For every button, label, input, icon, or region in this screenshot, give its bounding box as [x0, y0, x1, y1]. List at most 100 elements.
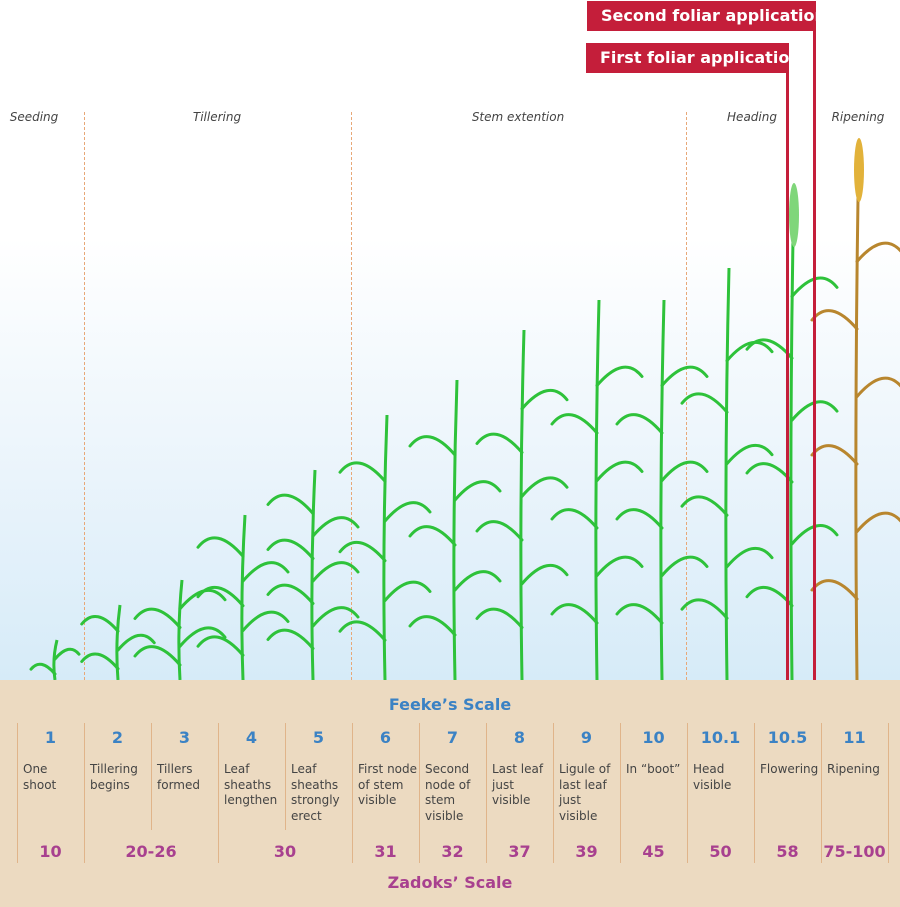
leaf	[116, 633, 156, 652]
stage-column: 5 Leaf sheaths strongly erect	[285, 728, 352, 824]
phase-divider	[686, 112, 687, 680]
leaf	[615, 413, 664, 435]
leaf	[855, 376, 900, 398]
leaf	[383, 501, 432, 523]
phase-ripening: Ripening	[831, 110, 885, 124]
leaf	[196, 536, 245, 558]
leaf	[810, 309, 859, 331]
feekes-number: 8	[513, 728, 526, 747]
stage-column: 8 Last leaf just visible	[486, 728, 553, 809]
zadoks-number: 75-100	[823, 842, 886, 861]
leaf	[680, 392, 729, 414]
zadoks-number: 31	[374, 842, 397, 861]
wheat-plant	[680, 267, 774, 680]
stage-description: Head visible	[693, 762, 732, 792]
stage-description: Leaf sheaths lengthen	[224, 762, 278, 807]
leaf	[266, 493, 315, 515]
leaf	[810, 444, 859, 466]
stage-description: One shoot	[23, 762, 57, 792]
leaf	[550, 508, 599, 530]
leaf	[241, 610, 290, 632]
column-divider	[352, 723, 353, 863]
wheat-plant	[550, 299, 644, 680]
column-divider	[553, 723, 554, 863]
leaf	[311, 561, 360, 583]
leaf	[855, 511, 900, 533]
leaf	[453, 480, 502, 502]
stage-description: Leaf sheaths strongly erect	[291, 762, 340, 823]
wheat-plant	[133, 579, 227, 680]
zadoks-scale-title: Zadoks’ Scale	[387, 873, 513, 892]
leaf	[133, 607, 182, 629]
stage-column: 10 In “boot”	[620, 728, 687, 778]
leaf	[680, 598, 729, 620]
zadoks-number: 39	[575, 842, 598, 861]
wheat-plant	[338, 414, 432, 680]
leaf	[595, 555, 644, 577]
plant-illustrations	[29, 138, 900, 680]
zadoks-number: 37	[508, 842, 531, 861]
second-application-line	[813, 2, 816, 680]
leaf	[338, 461, 387, 483]
leaf	[520, 476, 569, 498]
stage-column: 10.5 Flowering	[754, 728, 821, 778]
wheat-plant	[615, 299, 709, 680]
first-foliar-application-label: First foliar application	[586, 43, 801, 73]
feekes-number: 10	[642, 728, 665, 747]
feekes-number: 9	[580, 728, 593, 747]
leaf	[408, 525, 457, 547]
zadoks-number: 20-26	[125, 842, 177, 861]
column-divider	[888, 723, 889, 863]
leaf	[196, 635, 245, 657]
wheat-plant	[408, 379, 502, 680]
zadoks-number: 32	[441, 842, 464, 861]
leaf	[790, 276, 839, 298]
zadoks-number: 10	[39, 842, 62, 861]
column-divider	[17, 723, 18, 863]
column-divider	[687, 723, 688, 863]
leaf	[680, 495, 729, 517]
column-divider	[285, 723, 286, 830]
leaf	[338, 540, 387, 563]
leaf	[453, 570, 502, 592]
leaf	[520, 563, 569, 586]
phase-divider	[84, 112, 85, 680]
leaf	[725, 443, 774, 466]
zadoks-number: 50	[709, 842, 732, 861]
leaf	[475, 520, 524, 542]
feekes-number: 3	[178, 728, 191, 747]
stage-column: 9 Ligule of last leaf just visible	[553, 728, 620, 824]
feekes-number: 1	[44, 728, 57, 747]
phase-tillering: Tillering	[192, 110, 242, 124]
phase-stem-extension: Stem extention	[471, 110, 565, 124]
leaf	[595, 460, 644, 482]
stage-description: Ripening	[827, 762, 880, 776]
stage-column: 10.1 Head visible	[687, 728, 754, 793]
feekes-number: 2	[111, 728, 124, 747]
leaf	[133, 645, 182, 667]
leaf	[53, 647, 81, 661]
feekes-number: 5	[312, 728, 325, 747]
stage-description: Second node of stem visible	[425, 762, 471, 823]
wheat-plant	[29, 639, 81, 680]
stage-column: 1 One shoot	[17, 728, 84, 793]
leaf	[595, 365, 644, 387]
stage-column: 11 Ripening	[821, 728, 888, 778]
leaf	[311, 606, 360, 628]
wheat-head	[854, 138, 864, 202]
feekes-number: 10.5	[767, 728, 808, 747]
leaf	[383, 580, 432, 602]
stage-description: Ligule of last leaf just visible	[559, 762, 611, 823]
leaf	[266, 538, 315, 560]
leaf	[196, 585, 245, 608]
stage-description: Tillers formed	[157, 762, 200, 792]
leaf	[790, 400, 839, 422]
leaf	[550, 603, 599, 625]
phase-divider	[351, 112, 352, 680]
leaf	[266, 583, 315, 605]
leaf	[80, 652, 120, 671]
leaf	[660, 365, 709, 387]
leaf	[615, 508, 664, 530]
zadoks-number: 30	[273, 842, 297, 861]
column-divider	[754, 723, 755, 863]
